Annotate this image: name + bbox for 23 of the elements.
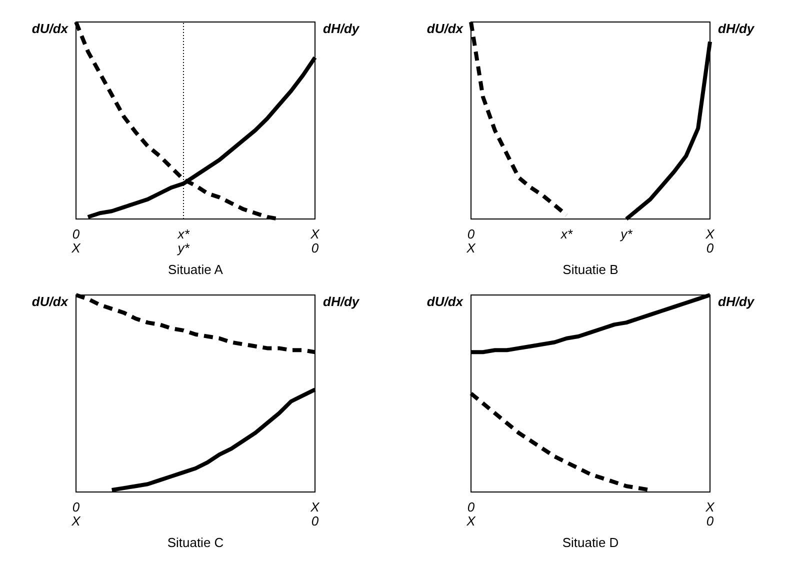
- y2-axis-title: dH/dy: [718, 21, 755, 36]
- x-tick-label: x*: [560, 226, 574, 242]
- x-axis-title: Situatie D: [562, 535, 619, 550]
- y2-axis-title: dH/dy: [323, 294, 360, 309]
- x-axis-title: Situatie A: [168, 262, 224, 277]
- x-axis-title: Situatie C: [167, 535, 224, 550]
- x-tick-label: 0 X: [466, 226, 477, 256]
- y-axis-title: dU/dx: [426, 21, 464, 36]
- x-tick-label: 0 X: [70, 500, 82, 528]
- x-tick-label: 0 X: [70, 226, 82, 256]
- y2-axis-title: dH/dy: [718, 294, 755, 309]
- y2-axis-title: dH/dy: [323, 21, 360, 36]
- y-axis-title: dU/dx: [32, 21, 69, 36]
- x-tick-label: 0 X: [466, 500, 477, 528]
- x-tick-label: y*: [620, 226, 634, 242]
- x-tick-label: X 0: [704, 500, 716, 528]
- y-axis-title: dU/dx: [426, 294, 464, 309]
- x-axis-title: Situatie B: [562, 262, 618, 277]
- x-tick-label: x* y*: [176, 226, 190, 256]
- y-axis-title: dU/dx: [32, 294, 69, 309]
- x-tick-label: X 0: [310, 500, 321, 528]
- x-tick-label: X 0: [704, 226, 716, 256]
- x-tick-label: X 0: [310, 226, 321, 256]
